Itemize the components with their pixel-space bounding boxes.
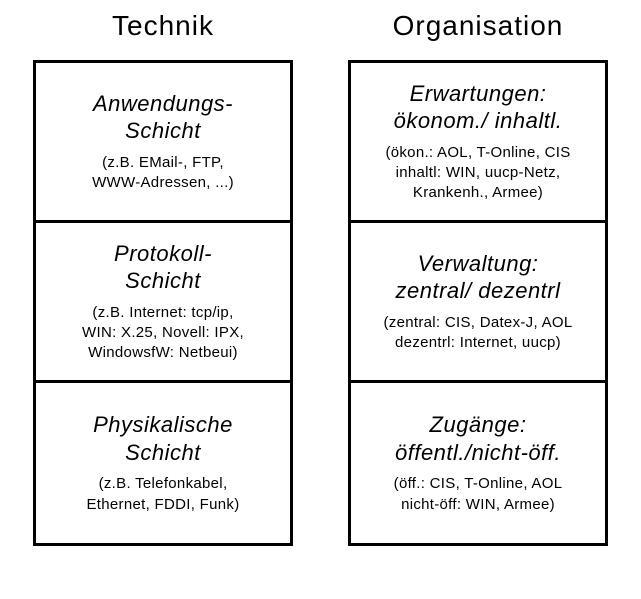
cell-title: Zugänge:öffentl./nicht-öff.	[395, 411, 561, 466]
cell-sub: (z.B. EMail-, FTP,WWW-Adressen, ...)	[92, 153, 234, 194]
cell-title: Erwartungen:ökonom./ inhaltl.	[394, 80, 563, 135]
cell-sub: (ökon.: AOL, T-Online, CISinhaltl: WIN, …	[385, 143, 570, 204]
cell: Erwartungen:ökonom./ inhaltl. (ökon.: AO…	[351, 63, 605, 223]
cell: Anwendungs-Schicht (z.B. EMail-, FTP,WWW…	[36, 63, 290, 223]
cell: Zugänge:öffentl./nicht-öff. (öff.: CIS, …	[351, 383, 605, 543]
cell-stack: Erwartungen:ökonom./ inhaltl. (ökon.: AO…	[348, 60, 608, 546]
cell-title: Anwendungs-Schicht	[93, 90, 233, 145]
cell-sub: (z.B. Telefonkabel,Ethernet, FDDI, Funk)	[86, 474, 239, 515]
cell: Verwaltung:zentral/ dezentrl (zentral: C…	[351, 223, 605, 383]
column-header: Organisation	[393, 10, 564, 42]
cell-stack: Anwendungs-Schicht (z.B. EMail-, FTP,WWW…	[33, 60, 293, 546]
cell: Protokoll-Schicht (z.B. Internet: tcp/ip…	[36, 223, 290, 383]
cell-title: Protokoll-Schicht	[114, 240, 212, 295]
column-organisation: Organisation Erwartungen:ökonom./ inhalt…	[348, 10, 608, 546]
diagram-container: Technik Anwendungs-Schicht (z.B. EMail-,…	[0, 0, 641, 566]
cell-title: Verwaltung:zentral/ dezentrl	[395, 250, 560, 305]
cell-sub: (zentral: CIS, Datex-J, AOLdezentrl: Int…	[384, 313, 573, 354]
cell-title: PhysikalischeSchicht	[93, 411, 233, 466]
column-technik: Technik Anwendungs-Schicht (z.B. EMail-,…	[33, 10, 293, 546]
column-header: Technik	[112, 10, 214, 42]
cell: PhysikalischeSchicht (z.B. Telefonkabel,…	[36, 383, 290, 543]
cell-sub: (öff.: CIS, T-Online, AOLnicht-öff: WIN,…	[394, 474, 563, 515]
cell-sub: (z.B. Internet: tcp/ip,WIN: X.25, Novell…	[82, 303, 244, 364]
